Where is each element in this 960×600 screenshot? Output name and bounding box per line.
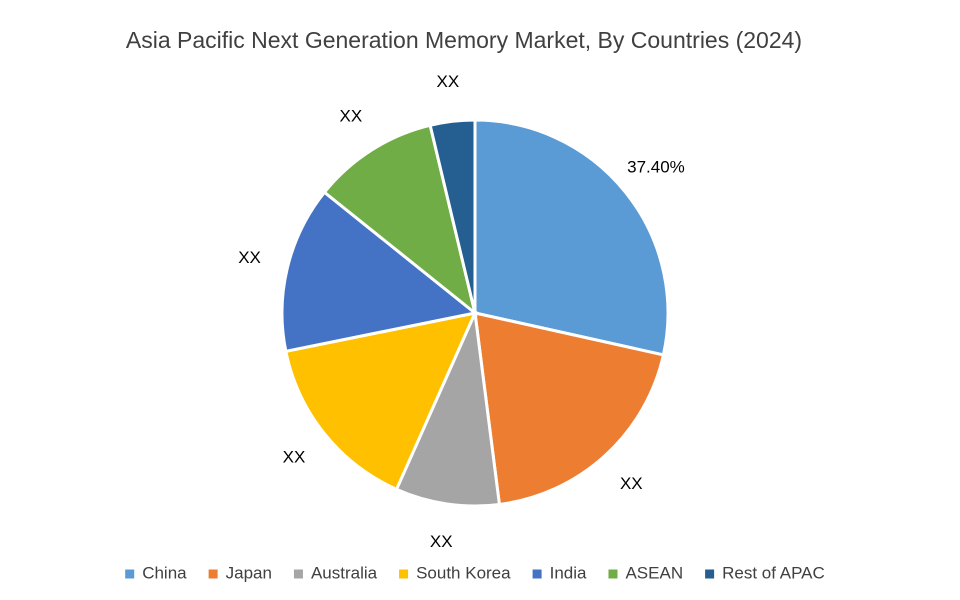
chart-title: Asia Pacific Next Generation Memory Mark… <box>126 27 802 53</box>
legend-swatch <box>705 569 715 579</box>
legend-label: ASEAN <box>625 563 683 582</box>
legend-label: South Korea <box>416 563 511 582</box>
legend-swatch <box>532 569 542 579</box>
legend-swatch <box>208 569 218 579</box>
pie-slice <box>428 118 477 314</box>
pie-slice <box>473 311 666 507</box>
legend-swatch <box>608 569 618 579</box>
pie-slice <box>284 310 478 492</box>
data-label: XX <box>620 474 643 493</box>
legend-label: Rest of APAC <box>722 563 825 582</box>
pie-slice <box>280 190 479 354</box>
pie-slice <box>473 118 670 357</box>
data-label: XX <box>430 532 453 551</box>
data-label: XX <box>238 248 261 267</box>
pie-slice <box>394 307 502 508</box>
legend-label: Australia <box>311 563 378 582</box>
data-label: XX <box>437 72 460 91</box>
data-label: XX <box>340 106 363 125</box>
data-label: 37.40% <box>627 157 685 176</box>
legend-label: China <box>142 563 187 582</box>
legend-swatch <box>125 569 135 579</box>
legend-swatch <box>293 569 303 579</box>
legend-label: India <box>550 563 587 582</box>
legend-swatch <box>399 569 409 579</box>
legend-label: Japan <box>226 563 272 582</box>
pie-slice <box>322 123 478 317</box>
data-label: XX <box>283 448 306 467</box>
